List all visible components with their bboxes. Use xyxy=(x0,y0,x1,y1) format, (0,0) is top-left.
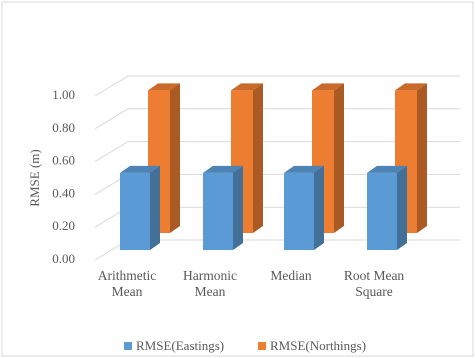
x-tick-label: Arithmetic Mean xyxy=(97,268,157,299)
bar-top xyxy=(203,165,243,173)
bar-top xyxy=(395,83,427,91)
y-tick-label: 0.80 xyxy=(52,120,75,135)
bar xyxy=(120,165,160,250)
legend-swatch xyxy=(124,342,132,350)
legend-swatch xyxy=(258,342,266,350)
bar-top xyxy=(312,83,344,91)
bar-side xyxy=(314,165,324,250)
bar-face xyxy=(203,172,233,250)
grid-line xyxy=(94,141,460,163)
grid-line xyxy=(94,108,460,130)
y-tick-label: 0.40 xyxy=(52,185,75,200)
x-tick-label: Harmonic Mean xyxy=(183,268,237,299)
bar-top xyxy=(284,165,324,173)
bar-side xyxy=(334,83,344,233)
x-tick-label: Root Mean Square xyxy=(343,268,405,299)
bar-side xyxy=(397,165,407,250)
bar-face xyxy=(120,172,150,250)
bar-face xyxy=(284,172,314,250)
legend-label: RMSE(Northings) xyxy=(270,338,366,353)
bar-face xyxy=(367,172,397,250)
bar-top xyxy=(148,83,180,91)
bar-top xyxy=(231,83,263,91)
legend-label: RMSE(Eastings) xyxy=(136,338,224,353)
bar-side xyxy=(150,165,160,250)
bar-top xyxy=(367,165,407,173)
y-tick-label: 0.60 xyxy=(52,153,75,168)
bar-side xyxy=(417,83,427,233)
y-tick-label: 0.20 xyxy=(52,218,75,233)
x-tick-label: Median xyxy=(270,268,312,283)
y-tick-label: 1.00 xyxy=(52,87,75,102)
bar xyxy=(203,165,243,250)
bar xyxy=(284,165,324,250)
grid-line xyxy=(94,75,460,97)
bar-side xyxy=(170,83,180,233)
y-tick-label: 0.00 xyxy=(52,251,75,266)
bar-side xyxy=(233,165,243,250)
bar-side xyxy=(253,83,263,233)
bar xyxy=(367,165,407,250)
bar-top xyxy=(120,165,160,173)
y-axis-title: RMSE (m) xyxy=(27,149,42,206)
